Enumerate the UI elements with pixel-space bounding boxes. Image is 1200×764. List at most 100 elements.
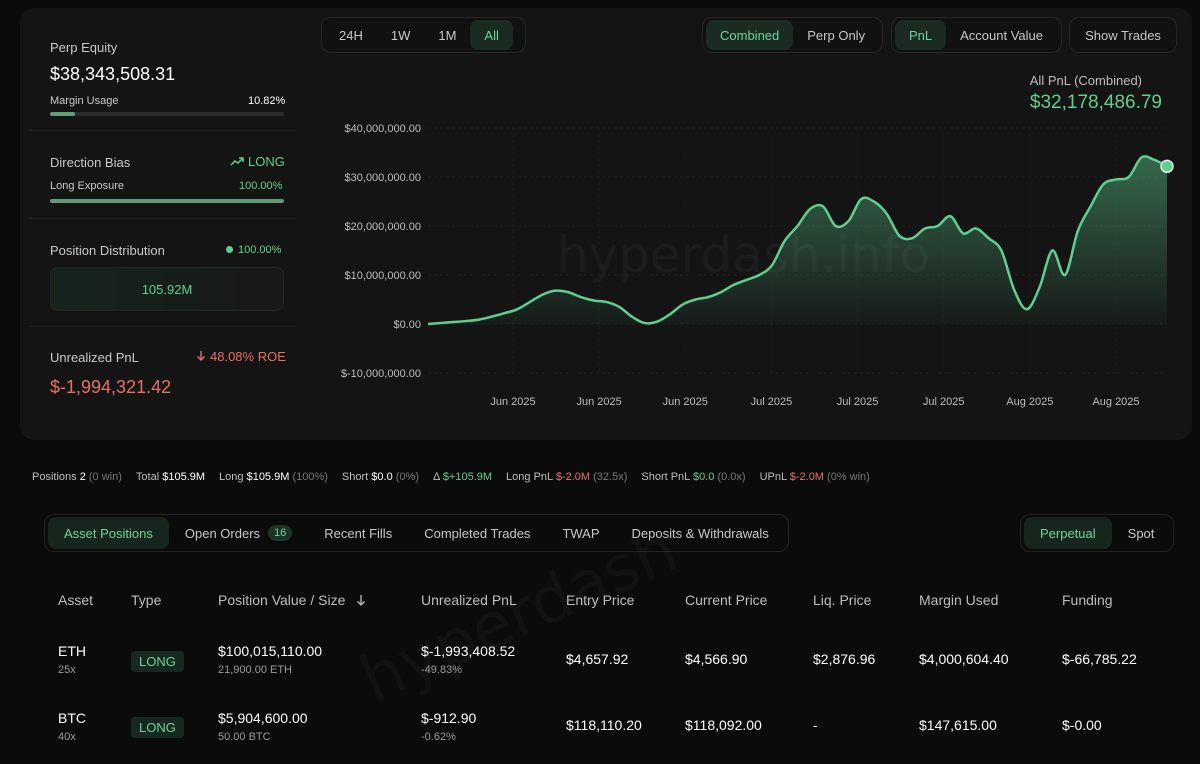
show-trades-label: Show Trades [1085, 27, 1161, 43]
long-exposure-value: 100.00% [239, 180, 283, 192]
show-trades-button[interactable]: Show Trades [1069, 17, 1177, 53]
row-entry-price: $118,110.20 [566, 717, 642, 733]
row-position-size: 21,900.00 ETH [218, 664, 292, 676]
y-tick-label: $0.00 [393, 319, 421, 331]
summary-short-pnl-x: (0.0x) [717, 471, 746, 483]
perp-equity-value: $38,343,508.31 [50, 64, 176, 84]
perp-equity-label: Perp Equity [50, 40, 118, 55]
range-button-1m[interactable]: 1M [438, 27, 457, 43]
row-current-price: $118,092.00 [685, 717, 762, 733]
summary-short-label: Short [341, 471, 369, 483]
summary-short-pnl-value: $0.0 [692, 471, 715, 483]
column-header-liq-price[interactable]: Liq. Price [813, 592, 872, 608]
tab-open-orders-label: Open Orders [184, 525, 261, 541]
row-liq-price: $2,876.96 [813, 651, 876, 667]
chart-title: All PnL (Combined) [1029, 73, 1142, 88]
pnl-chart[interactable]: $40,000,000.00 $30,000,000.00 $20,000,000.… [0, 0, 1200, 440]
metric-button-pnl[interactable]: PnL [895, 20, 947, 50]
y-tick-label: $20,000,000.00 [345, 221, 421, 233]
column-header-position-value[interactable]: Position Value / Size [218, 592, 367, 608]
column-header-margin-used[interactable]: Margin Used [919, 592, 999, 608]
row-asset: ETH [58, 643, 86, 659]
y-tick-label: $-10,000,000.00 [341, 368, 421, 380]
column-header-asset[interactable]: Asset [58, 592, 94, 608]
direction-bias: LONG [230, 154, 285, 169]
position-distribution-bar[interactable]: 105.92M [50, 267, 284, 311]
row-liq-price: - [813, 717, 818, 733]
summary-short: Short $0.0 (0%) [342, 471, 419, 483]
margin-usage-label: Margin Usage [50, 95, 119, 107]
tab-open-orders[interactable]: Open Orders 16 [169, 517, 308, 549]
tab-recent-fills[interactable]: Recent Fills [324, 525, 393, 541]
tab-asset-positions[interactable]: Asset Positions [48, 517, 169, 549]
tab-completed-trades[interactable]: Completed Trades [424, 525, 531, 541]
tab-twap[interactable]: TWAP [562, 525, 600, 541]
mode-button-combined[interactable]: Combined [706, 20, 794, 50]
summary-long-label: Long [219, 471, 244, 483]
unrealized-pnl-value: $-1,994,321.42 [50, 377, 172, 397]
range-button-24h[interactable]: 24H [339, 27, 363, 43]
row-position-value: $5,904,600.00 [218, 710, 308, 726]
x-tick-label: Jun 2025 [663, 396, 708, 408]
range-selector: 24H 1W 1M All [321, 17, 526, 53]
summary-positions: Positions 2 (0 win) [32, 471, 122, 483]
summary-upnl-value: $-2.0M [789, 471, 824, 483]
row-position-size: 50.00 BTC [218, 731, 271, 743]
summary-upnl-label: UPnL [759, 471, 787, 483]
position-distribution-value: 100.00% [238, 244, 282, 256]
tab-spot[interactable]: Spot [1127, 525, 1155, 541]
summary-total-value: $105.9M [162, 471, 206, 483]
x-tick-label: Aug 2025 [1092, 396, 1139, 408]
row-leverage: 25x [58, 664, 76, 676]
summary-long-pnl-x: (32.5x) [593, 471, 628, 483]
open-orders-count-badge: 16 [268, 525, 293, 541]
summary-delta-value: $+105.9M [442, 471, 493, 483]
range-button-all[interactable]: All [470, 20, 513, 50]
summary-long-pnl-value: $-2.0M [555, 471, 591, 483]
column-header-unrealized-pnl[interactable]: Unrealized PnL [421, 592, 517, 608]
row-margin-used: $147,615.00 [919, 717, 997, 733]
x-tick-label: Jul 2025 [837, 396, 879, 408]
row-current-price: $4,566.90 [685, 651, 748, 667]
summary-long-pnl: Long PnL $-2.0M (32.5x) [506, 471, 627, 483]
direction-bias-label: Direction Bias [50, 155, 131, 170]
margin-usage-bar [50, 112, 284, 116]
summary-positions-value: 2 [79, 471, 86, 483]
row-funding: $-66,785.22 [1062, 651, 1137, 667]
summary-long-pct: (100%) [292, 471, 328, 483]
y-tick-label: $30,000,000.00 [345, 172, 421, 184]
row-unrealized-pnl-pct: -49.83% [421, 664, 462, 676]
column-header-entry-price[interactable]: Entry Price [566, 592, 635, 608]
position-tabs: Asset Positions Open Orders 16 Recent Fil… [44, 514, 789, 552]
row-unrealized-pnl-pct: -0.62% [421, 731, 456, 743]
summary-short-value: $0.0 [371, 471, 393, 483]
market-tabs: Perpetual Spot [1020, 514, 1175, 552]
top-panel [20, 8, 1192, 440]
mode-button-perp-only[interactable]: Perp Only [807, 27, 866, 43]
column-header-funding[interactable]: Funding [1062, 592, 1113, 608]
position-distribution-amount: 105.92M [141, 281, 193, 297]
trending-up-icon [230, 157, 244, 166]
unrealized-roe-value: 48.08% ROE [210, 349, 286, 364]
column-header-current-price[interactable]: Current Price [685, 592, 768, 608]
tab-deposits-withdrawals[interactable]: Deposits & Withdrawals [631, 525, 769, 541]
row-leverage: 40x [58, 731, 76, 743]
summary-delta: Δ $+105.9M [433, 471, 492, 483]
metric-selector: PnL Account Value [891, 17, 1062, 53]
pnl-end-marker [1160, 159, 1174, 174]
metric-button-account-value[interactable]: Account Value [960, 27, 1044, 43]
summary-total: Total $105.9M [136, 471, 205, 483]
summary-short-pnl-label: Short PnL [641, 471, 690, 483]
summary-positions-label: Positions [32, 471, 77, 483]
x-tick-label: Aug 2025 [1006, 396, 1053, 408]
column-header-position-value-label: Position Value / Size [218, 592, 346, 608]
margin-usage-value: 10.82% [248, 95, 286, 107]
tab-perpetual[interactable]: Perpetual [1024, 517, 1112, 549]
row-unrealized-pnl: $-912.90 [421, 710, 477, 726]
range-button-1w[interactable]: 1W [390, 27, 411, 43]
dot-icon [226, 246, 233, 253]
sort-down-icon [357, 595, 366, 606]
row-asset: BTC [58, 710, 86, 726]
column-header-type[interactable]: Type [131, 592, 162, 608]
y-tick-label: $10,000,000.00 [345, 270, 421, 282]
